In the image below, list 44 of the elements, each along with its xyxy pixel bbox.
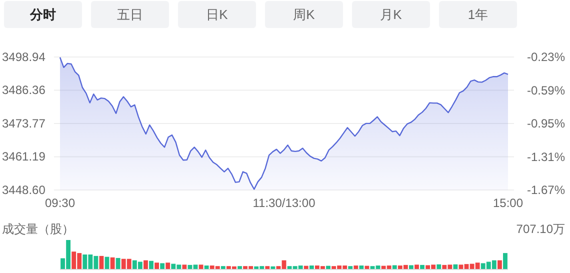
bar: [116, 258, 120, 269]
y-tick-label: 3461.19: [2, 150, 46, 164]
bar: [166, 262, 170, 269]
bar: [110, 257, 115, 269]
y-axis-title: 成交量（股）: [2, 222, 74, 236]
y-tick-label: 3498.94: [2, 50, 46, 64]
bar: [270, 266, 276, 269]
bar: [160, 263, 165, 269]
y2-tick-label: -0.23%: [526, 50, 566, 64]
bar: [453, 264, 458, 269]
x-tick-label: 15:00: [492, 196, 524, 210]
text: 707.10万: [516, 222, 565, 236]
bar: [414, 264, 419, 269]
bar: [409, 265, 414, 269]
bar: [204, 266, 209, 269]
bar: [436, 264, 442, 269]
bar: [348, 266, 353, 269]
y2-tick-label: -1.67%: [526, 183, 566, 197]
bar: [354, 266, 358, 269]
bar: [309, 266, 314, 269]
y-tick-label: 3473.77: [2, 116, 46, 130]
bar: [198, 264, 204, 269]
bar: [359, 266, 364, 269]
bar: [497, 260, 502, 269]
bar: [420, 264, 424, 269]
y2-tick-label: -1.31%: [526, 150, 566, 164]
bar: [99, 256, 104, 269]
bar: [144, 260, 148, 269]
bar: [154, 262, 160, 269]
bar: [503, 253, 508, 269]
bar: [392, 265, 397, 269]
y-tick-label: 3486.36: [2, 83, 46, 98]
bar: [182, 264, 187, 269]
x-tick-label: 11:30/13:00: [252, 196, 316, 210]
bar: [304, 266, 308, 269]
bar: [265, 266, 270, 269]
x-tick-label: 09:30: [44, 196, 76, 210]
y2-tick-label: -0.59%: [526, 83, 566, 98]
bar: [220, 266, 226, 269]
bar: [149, 260, 154, 269]
bar: [326, 266, 330, 269]
y-tick-label: 3448.60: [2, 183, 46, 197]
bar: [238, 266, 242, 269]
y2-tick-label: -0.95%: [526, 116, 566, 130]
